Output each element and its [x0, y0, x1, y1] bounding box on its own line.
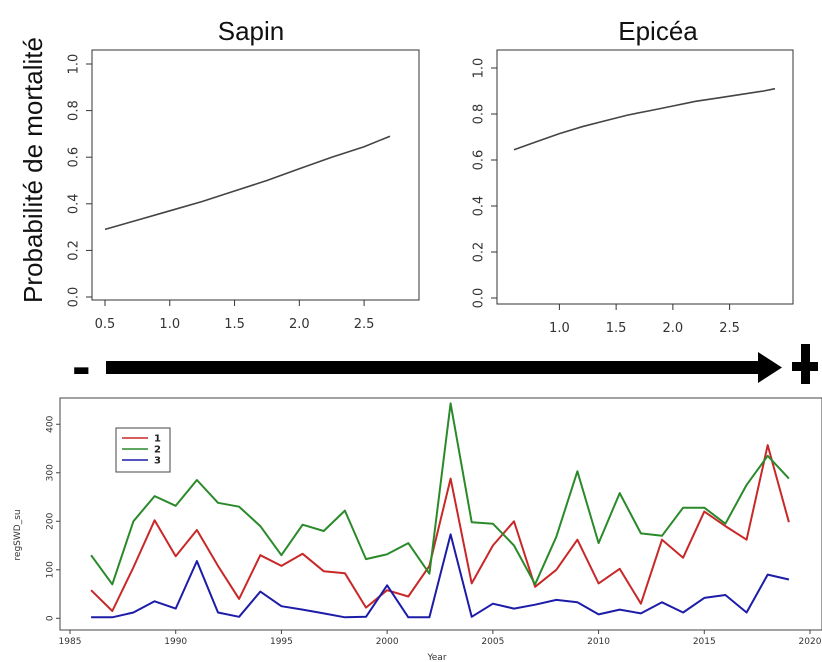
ts-x-tick-label: 1985 [59, 637, 82, 647]
y-tick-label: 0.4 [472, 196, 487, 217]
ts-x-tick-label: 2010 [587, 637, 610, 647]
x-tick-label: 0.5 [95, 317, 116, 332]
ts-y-tick-label: 200 [46, 512, 56, 529]
legend-label-1: 1 [154, 434, 161, 445]
x-tick-label: 2.0 [289, 317, 310, 332]
ts-y-tick-label: 100 [46, 561, 56, 578]
legend-label-3: 3 [154, 456, 161, 467]
y-tick-label: 0.2 [472, 242, 487, 263]
series-2-line [90, 402, 790, 586]
y-tick-label: 0.8 [67, 100, 82, 121]
y-tick-label: 1.0 [472, 58, 487, 79]
ts-x-tick-label: 1995 [270, 637, 293, 647]
timeseries-xlabel: Year [426, 653, 446, 662]
x-tick-label: 1.0 [159, 317, 180, 332]
x-tick-label: 1.5 [606, 321, 627, 336]
y-tick-label: 0.0 [472, 288, 487, 309]
ts-y-tick-label: 400 [46, 415, 56, 432]
x-tick-label: 2.0 [663, 321, 684, 336]
y-tick-label: 0.6 [472, 150, 487, 171]
y-tick-label: 0.8 [472, 104, 487, 125]
curve-line [104, 135, 391, 231]
sapin-title: Sapin [218, 16, 285, 46]
series-1-line [90, 444, 790, 612]
minus-sign: - [72, 334, 91, 397]
y-tick-label: 1.0 [67, 54, 82, 75]
x-tick-label: 1.0 [549, 321, 570, 336]
series-3-line [91, 533, 790, 619]
sapin-plot-frame [91, 49, 420, 301]
ts-x-tick-label: 2020 [799, 637, 822, 647]
y-tick-label: 0.4 [67, 193, 82, 214]
legend-box [115, 427, 171, 473]
ts-x-tick-label: 1990 [164, 637, 187, 647]
timeseries-ylabel: regSWD_su [13, 509, 23, 560]
y-tick-label: 0.6 [67, 147, 82, 168]
epicea-chart: 0.0 0.2 0.4 0.6 0.8 1.0 1.0 1.5 2.0 2.5 [472, 58, 776, 336]
x-tick-label: 1.5 [224, 317, 245, 332]
timeseries-plot-frame [59, 397, 822, 631]
x-tick-label: 2.5 [719, 321, 740, 336]
ts-y-tick-label: 0 [46, 615, 56, 621]
legend: 123 [115, 427, 171, 473]
ts-x-tick-label: 2000 [376, 637, 399, 647]
arrow-head [758, 352, 782, 383]
timeseries-chart: 0 100 200 300 400 1985 1990 1995 2000 2005 2010 201… [46, 402, 822, 647]
epicea-plot-frame [496, 49, 794, 305]
legend-label-2: 2 [154, 445, 161, 456]
shared-y-axis-label: Probabilité de mortalité [18, 37, 48, 303]
ts-x-tick-label: 2005 [481, 637, 504, 647]
y-tick-label: 0.0 [67, 287, 82, 308]
plus-sign-vertical [801, 344, 810, 384]
ts-y-tick-label: 300 [46, 464, 56, 481]
arrow-shaft [106, 361, 762, 374]
x-tick-label: 2.5 [354, 317, 375, 332]
sapin-chart: 0.0 0.2 0.4 0.6 0.8 1.0 0.5 1.0 1.5 2.0 2.5 [67, 54, 391, 332]
y-tick-label: 0.2 [67, 240, 82, 261]
ts-x-tick-label: 2015 [693, 637, 716, 647]
epicea-title: Epicéa [618, 16, 698, 46]
curve-line [513, 87, 776, 151]
